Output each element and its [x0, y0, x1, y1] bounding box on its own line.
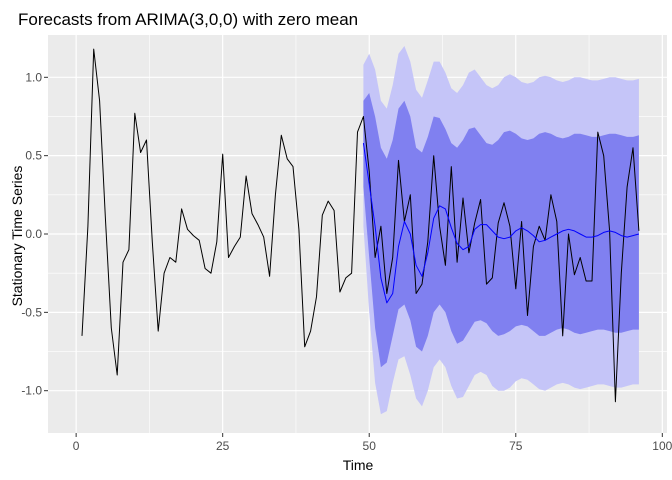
forecast-series-line	[362, 143, 640, 304]
y-tick-label: 0.0	[25, 227, 42, 241]
chart-title: Forecasts from ARIMA(3,0,0) with zero me…	[18, 10, 358, 29]
x-tick-label: 0	[73, 439, 80, 453]
observed-series-line	[81, 48, 640, 403]
y-axis: -1.0 -0.5 0.0 0.5 1.0	[21, 70, 48, 398]
x-tick-label: 75	[509, 439, 523, 453]
y-tick-label: 0.5	[25, 149, 42, 163]
prediction-intervals	[363, 46, 639, 415]
interval-band-80	[363, 93, 639, 368]
y-tick-label: -1.0	[21, 384, 42, 398]
x-tick-label: 50	[363, 439, 377, 453]
y-tick-label: -0.5	[21, 305, 42, 319]
x-axis-label: Time	[343, 457, 374, 473]
x-tick-label: 25	[216, 439, 230, 453]
series-lines	[81, 48, 640, 403]
x-tick-label: 100	[652, 439, 672, 453]
y-tick-label: 1.0	[25, 70, 42, 84]
x-axis: 0 25 50 75 100	[73, 433, 672, 453]
y-axis-label: Stationary Time Series	[9, 166, 25, 307]
